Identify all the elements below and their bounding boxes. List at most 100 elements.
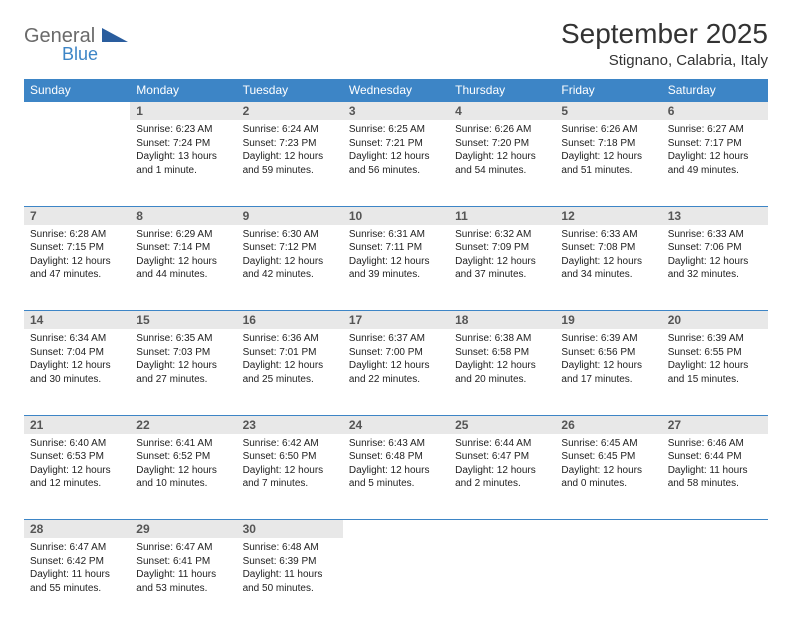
header: General Blue September 2025 Stignano, Ca… [24, 18, 768, 69]
sunrise-line: Sunrise: 6:47 AM [136, 541, 230, 555]
daylight-line: Daylight: 12 hours and 56 minutes. [349, 150, 443, 177]
day-content-cell [343, 538, 449, 624]
daynum-row: 14151617181920 [24, 311, 768, 330]
day-content-cell: Sunrise: 6:41 AMSunset: 6:52 PMDaylight:… [130, 434, 236, 520]
sunset-line: Sunset: 7:04 PM [30, 346, 124, 360]
calendar-table: SundayMondayTuesdayWednesdayThursdayFrid… [24, 79, 768, 624]
daynum-row: 282930 [24, 520, 768, 539]
sunrise-line: Sunrise: 6:36 AM [243, 332, 337, 346]
sunset-line: Sunset: 7:06 PM [668, 241, 762, 255]
day-content-row: Sunrise: 6:28 AMSunset: 7:15 PMDaylight:… [24, 225, 768, 311]
daylight-line: Daylight: 12 hours and 59 minutes. [243, 150, 337, 177]
day-number-cell: 6 [662, 102, 768, 121]
sunset-line: Sunset: 7:24 PM [136, 137, 230, 151]
sunset-line: Sunset: 6:53 PM [30, 450, 124, 464]
sunrise-line: Sunrise: 6:24 AM [243, 123, 337, 137]
day-content-cell: Sunrise: 6:28 AMSunset: 7:15 PMDaylight:… [24, 225, 130, 311]
sunrise-line: Sunrise: 6:25 AM [349, 123, 443, 137]
day-content-cell: Sunrise: 6:26 AMSunset: 7:18 PMDaylight:… [555, 120, 661, 206]
daylight-line: Daylight: 12 hours and 47 minutes. [30, 255, 124, 282]
sunrise-line: Sunrise: 6:33 AM [668, 228, 762, 242]
day-content-cell: Sunrise: 6:26 AMSunset: 7:20 PMDaylight:… [449, 120, 555, 206]
day-content-cell [24, 120, 130, 206]
day-number-cell: 5 [555, 102, 661, 121]
month-title: September 2025 [561, 18, 768, 50]
sunset-line: Sunset: 6:44 PM [668, 450, 762, 464]
sunrise-line: Sunrise: 6:32 AM [455, 228, 549, 242]
sunrise-line: Sunrise: 6:38 AM [455, 332, 549, 346]
day-number-cell [449, 520, 555, 539]
day-number-cell: 17 [343, 311, 449, 330]
location: Stignano, Calabria, Italy [561, 52, 768, 69]
sunrise-line: Sunrise: 6:31 AM [349, 228, 443, 242]
sunrise-line: Sunrise: 6:48 AM [243, 541, 337, 555]
sunset-line: Sunset: 7:18 PM [561, 137, 655, 151]
daylight-line: Daylight: 12 hours and 7 minutes. [243, 464, 337, 491]
daylight-line: Daylight: 12 hours and 39 minutes. [349, 255, 443, 282]
sunrise-line: Sunrise: 6:26 AM [455, 123, 549, 137]
sunrise-line: Sunrise: 6:37 AM [349, 332, 443, 346]
sunset-line: Sunset: 7:14 PM [136, 241, 230, 255]
sunrise-line: Sunrise: 6:42 AM [243, 437, 337, 451]
sunrise-line: Sunrise: 6:23 AM [136, 123, 230, 137]
day-content-cell: Sunrise: 6:30 AMSunset: 7:12 PMDaylight:… [237, 225, 343, 311]
sunset-line: Sunset: 7:03 PM [136, 346, 230, 360]
daylight-line: Daylight: 12 hours and 42 minutes. [243, 255, 337, 282]
weekday-header: Saturday [662, 79, 768, 102]
day-content-cell: Sunrise: 6:43 AMSunset: 6:48 PMDaylight:… [343, 434, 449, 520]
day-content-row: Sunrise: 6:40 AMSunset: 6:53 PMDaylight:… [24, 434, 768, 520]
daylight-line: Daylight: 12 hours and 10 minutes. [136, 464, 230, 491]
sunset-line: Sunset: 7:09 PM [455, 241, 549, 255]
day-content-cell: Sunrise: 6:27 AMSunset: 7:17 PMDaylight:… [662, 120, 768, 206]
day-number-cell [662, 520, 768, 539]
day-content-cell: Sunrise: 6:48 AMSunset: 6:39 PMDaylight:… [237, 538, 343, 624]
day-number-cell: 26 [555, 415, 661, 434]
day-content-cell: Sunrise: 6:24 AMSunset: 7:23 PMDaylight:… [237, 120, 343, 206]
daylight-line: Daylight: 12 hours and 25 minutes. [243, 359, 337, 386]
daylight-line: Daylight: 12 hours and 22 minutes. [349, 359, 443, 386]
day-number-cell: 27 [662, 415, 768, 434]
weekday-header: Thursday [449, 79, 555, 102]
sunrise-line: Sunrise: 6:33 AM [561, 228, 655, 242]
day-content-cell: Sunrise: 6:34 AMSunset: 7:04 PMDaylight:… [24, 329, 130, 415]
day-number-cell: 4 [449, 102, 555, 121]
day-number-cell: 8 [130, 206, 236, 225]
daylight-line: Daylight: 12 hours and 15 minutes. [668, 359, 762, 386]
day-content-cell: Sunrise: 6:33 AMSunset: 7:06 PMDaylight:… [662, 225, 768, 311]
daylight-line: Daylight: 12 hours and 12 minutes. [30, 464, 124, 491]
day-number-cell: 10 [343, 206, 449, 225]
calendar-body: 123456Sunrise: 6:23 AMSunset: 7:24 PMDay… [24, 102, 768, 624]
day-content-cell [662, 538, 768, 624]
daylight-line: Daylight: 12 hours and 32 minutes. [668, 255, 762, 282]
day-number-cell: 30 [237, 520, 343, 539]
day-number-cell: 2 [237, 102, 343, 121]
day-content-cell: Sunrise: 6:36 AMSunset: 7:01 PMDaylight:… [237, 329, 343, 415]
sunset-line: Sunset: 7:00 PM [349, 346, 443, 360]
day-content-cell: Sunrise: 6:38 AMSunset: 6:58 PMDaylight:… [449, 329, 555, 415]
day-content-cell: Sunrise: 6:39 AMSunset: 6:56 PMDaylight:… [555, 329, 661, 415]
day-content-cell: Sunrise: 6:47 AMSunset: 6:42 PMDaylight:… [24, 538, 130, 624]
day-content-cell: Sunrise: 6:25 AMSunset: 7:21 PMDaylight:… [343, 120, 449, 206]
sunrise-line: Sunrise: 6:27 AM [668, 123, 762, 137]
daylight-line: Daylight: 12 hours and 37 minutes. [455, 255, 549, 282]
sunrise-line: Sunrise: 6:29 AM [136, 228, 230, 242]
sunset-line: Sunset: 6:41 PM [136, 555, 230, 569]
day-content-cell: Sunrise: 6:44 AMSunset: 6:47 PMDaylight:… [449, 434, 555, 520]
day-content-row: Sunrise: 6:23 AMSunset: 7:24 PM Daylight:… [24, 120, 768, 206]
daylight-line: Daylight: 12 hours and 49 minutes. [668, 150, 762, 177]
day-number-cell: 28 [24, 520, 130, 539]
day-content-cell: Sunrise: 6:42 AMSunset: 6:50 PMDaylight:… [237, 434, 343, 520]
daylight-line: Daylight: 12 hours and 34 minutes. [561, 255, 655, 282]
sunrise-line: Sunrise: 6:39 AM [668, 332, 762, 346]
sunrise-line: Sunrise: 6:28 AM [30, 228, 124, 242]
sunset-line: Sunset: 6:58 PM [455, 346, 549, 360]
day-number-cell: 14 [24, 311, 130, 330]
weekday-row: SundayMondayTuesdayWednesdayThursdayFrid… [24, 79, 768, 102]
day-content-cell: Sunrise: 6:23 AMSunset: 7:24 PMDaylight:… [130, 120, 236, 206]
sunrise-line: Sunrise: 6:34 AM [30, 332, 124, 346]
sunset-line: Sunset: 6:52 PM [136, 450, 230, 464]
day-number-cell: 25 [449, 415, 555, 434]
day-number-cell: 19 [555, 311, 661, 330]
day-content-cell: Sunrise: 6:46 AMSunset: 6:44 PMDaylight:… [662, 434, 768, 520]
daylight-line: Daylight: 11 hours and 53 minutes. [136, 568, 230, 595]
